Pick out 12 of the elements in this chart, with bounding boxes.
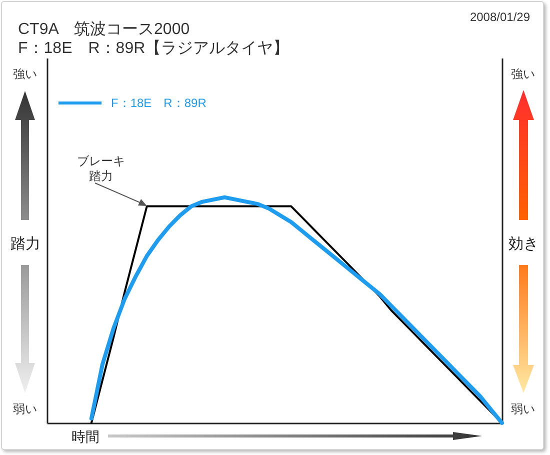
chart-subtitle: F：18E R：89R【ラジアルタイヤ】 bbox=[18, 39, 290, 57]
y2-axis-title: 効き bbox=[508, 236, 538, 252]
y-axis-title: 踏力 bbox=[10, 236, 40, 252]
text: 2008/01/29 bbox=[470, 10, 530, 24]
text: 強い bbox=[13, 67, 37, 81]
chart-title: CT9A 筑波コース2000 bbox=[18, 20, 190, 38]
text: ブレーキ踏力 bbox=[77, 154, 125, 183]
text: 弱い bbox=[511, 402, 535, 416]
legend-label: F：18E R：89R bbox=[111, 96, 207, 110]
text: 強い bbox=[511, 67, 535, 81]
text: 弱い bbox=[13, 402, 37, 416]
x-axis-title: 時間 bbox=[72, 428, 100, 444]
